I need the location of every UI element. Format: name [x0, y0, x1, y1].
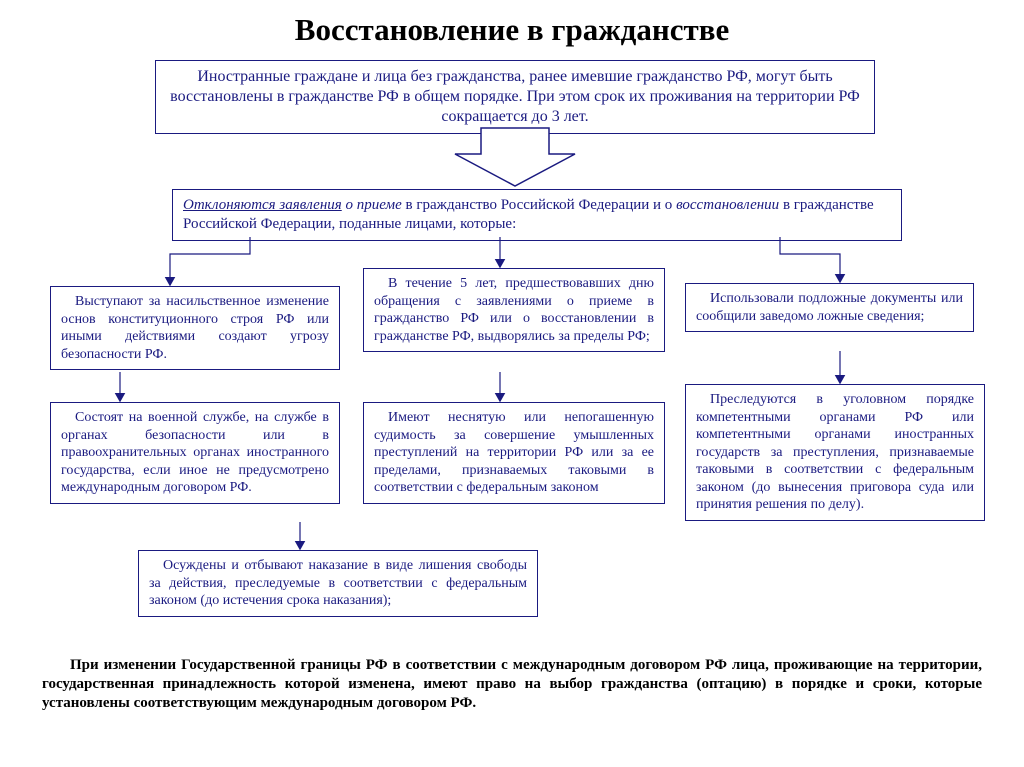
rej-mid-plain: в гражданство Российской Федерации и о [402, 197, 676, 213]
reason-3-text: Использовали подложные документы или соо… [696, 290, 963, 325]
reason-3: Использовали подложные документы или соо… [685, 283, 974, 332]
reason-4-text: Состоят на военной службе, на службе в о… [61, 409, 329, 497]
reason-6-text: Преследуются в уголовном порядке компете… [696, 391, 974, 514]
footer-note: При изменении Государственной границы РФ… [42, 656, 982, 712]
rej-prefix: Отклоняются заявления [183, 197, 342, 213]
page-title: Восстановление в гражданстве [180, 12, 844, 48]
rej-ital2: восстановлении [676, 197, 779, 213]
rej-mid-i: о приеме [342, 197, 402, 213]
reason-5-text: Имеют неснятую или непогашенную судимост… [374, 409, 654, 497]
reason-4: Состоят на военной службе, на службе в о… [50, 402, 340, 504]
big-arrow-down [455, 128, 575, 188]
reason-7-text: Осуждены и отбывают наказание в виде лиш… [149, 557, 527, 610]
reason-1-text: Выступают за насильственное изменение ос… [61, 293, 329, 363]
reason-1: Выступают за насильственное изменение ос… [50, 286, 340, 370]
reason-5: Имеют неснятую или непогашенную судимост… [363, 402, 665, 504]
reason-6: Преследуются в уголовном порядке компете… [685, 384, 985, 521]
rejection-header-box: Отклоняются заявления о приеме в граждан… [172, 189, 902, 241]
intro-text: Иностранные граждане и лица без гражданс… [170, 68, 860, 125]
reason-7: Осуждены и отбывают наказание в виде лиш… [138, 550, 538, 617]
reason-2-text: В течение 5 лет, предшествовавших дню об… [374, 275, 654, 345]
intro-box: Иностранные граждане и лица без гражданс… [155, 60, 875, 134]
reason-2: В течение 5 лет, предшествовавших дню об… [363, 268, 665, 352]
